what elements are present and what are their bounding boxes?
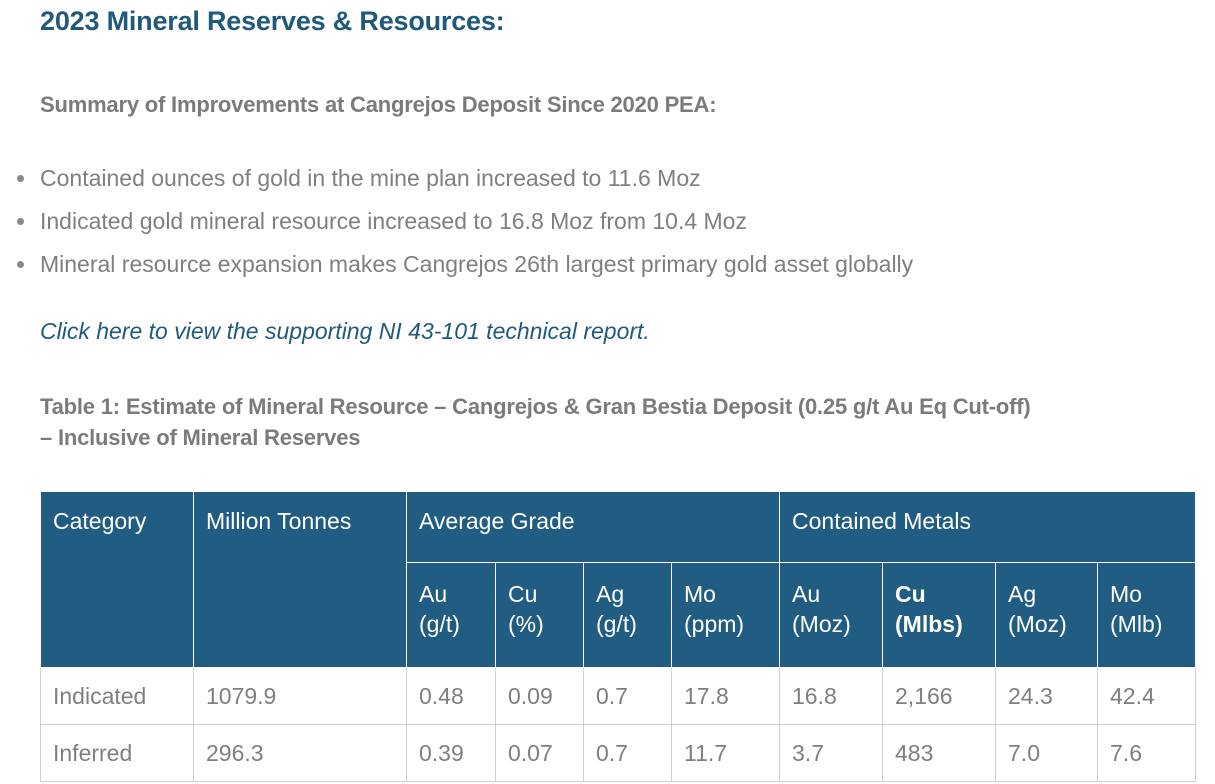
subheader-metal-mo: Mo (Mlb) xyxy=(1097,562,1197,668)
table-row: Indicated 1079.9 0.48 0.09 0.7 17.8 16.8… xyxy=(40,667,1197,725)
cell-category: Inferred xyxy=(40,724,194,782)
header-million-tonnes: Million Tonnes xyxy=(193,491,407,668)
list-item-text: Mineral resource expansion makes Cangrej… xyxy=(40,251,914,277)
bullet-icon xyxy=(17,175,24,182)
table-caption-line1: Table 1: Estimate of Mineral Resource – … xyxy=(40,394,1031,419)
list-item-text: Indicated gold mineral resource increase… xyxy=(40,208,747,234)
bullet-icon xyxy=(17,261,24,268)
cell-grade-cu: 0.09 xyxy=(495,667,584,725)
table-caption-line2: – Inclusive of Mineral Reserves xyxy=(40,425,361,450)
cell-million-tonnes: 296.3 xyxy=(193,724,407,782)
cell-metal-au: 3.7 xyxy=(779,724,884,782)
cell-metal-ag: 24.3 xyxy=(995,667,1099,725)
table-subheader-row: Au (g/t) Cu (%) Ag (g/t) Mo (ppm) Au (Moz) Cu… xyxy=(41,562,1197,668)
table-header-row: Category Million Tonnes Average Grade Co… xyxy=(40,491,1197,668)
table-caption: Table 1: Estimate of Mineral Resource – … xyxy=(40,391,1200,453)
list-item: Mineral resource expansion makes Cangrej… xyxy=(0,244,1180,287)
cell-grade-au: 0.39 xyxy=(406,724,496,782)
technical-report-link[interactable]: Click here to view the supporting NI 43-… xyxy=(40,318,650,344)
subheader-grade-ag: Ag (g/t) xyxy=(583,562,672,668)
cell-category: Indicated xyxy=(40,667,194,725)
cell-metal-mo: 7.6 xyxy=(1097,724,1197,782)
subheader-grade-cu: Cu (%) xyxy=(495,562,584,668)
subheader-grade-mo: Mo (ppm) xyxy=(670,562,781,668)
table-row: Inferred 296.3 0.39 0.07 0.7 11.7 3.7 48… xyxy=(40,724,1197,782)
header-average-grade: Average Grade xyxy=(405,491,781,563)
cell-metal-cu: 483 xyxy=(882,724,997,782)
header-contained-metals: Contained Metals xyxy=(779,491,1197,563)
list-item: Contained ounces of gold in the mine pla… xyxy=(0,158,1180,201)
cell-grade-ag: 0.7 xyxy=(583,724,672,782)
improvements-list: Contained ounces of gold in the mine pla… xyxy=(0,158,1180,287)
cell-metal-mo: 42.4 xyxy=(1097,667,1197,725)
summary-heading: Summary of Improvements at Cangrejos Dep… xyxy=(40,92,717,117)
cell-grade-mo: 17.8 xyxy=(670,667,781,725)
header-category: Category xyxy=(40,491,194,668)
cell-grade-mo: 11.7 xyxy=(670,724,781,782)
mineral-resource-table: Category Million Tonnes Average Grade Co… xyxy=(40,491,1197,782)
subheader-metal-au: Au (Moz) xyxy=(779,562,884,668)
cell-million-tonnes: 1079.9 xyxy=(193,667,407,725)
cell-grade-ag: 0.7 xyxy=(583,667,672,725)
page-title: 2023 Mineral Reserves & Resources: xyxy=(40,6,505,36)
list-item-text: Contained ounces of gold in the mine pla… xyxy=(40,165,701,191)
cell-metal-cu: 2,166 xyxy=(882,667,997,725)
cell-grade-au: 0.48 xyxy=(406,667,496,725)
list-item: Indicated gold mineral resource increase… xyxy=(0,201,1180,244)
bullet-icon xyxy=(17,218,24,225)
subheader-metal-ag: Ag (Moz) xyxy=(995,562,1099,668)
cell-metal-au: 16.8 xyxy=(779,667,884,725)
subheader-grade-au: Au (g/t) xyxy=(406,562,496,668)
cell-metal-ag: 7.0 xyxy=(995,724,1099,782)
subheader-metal-cu: Cu (Mlbs) xyxy=(882,562,997,668)
cell-grade-cu: 0.07 xyxy=(495,724,584,782)
